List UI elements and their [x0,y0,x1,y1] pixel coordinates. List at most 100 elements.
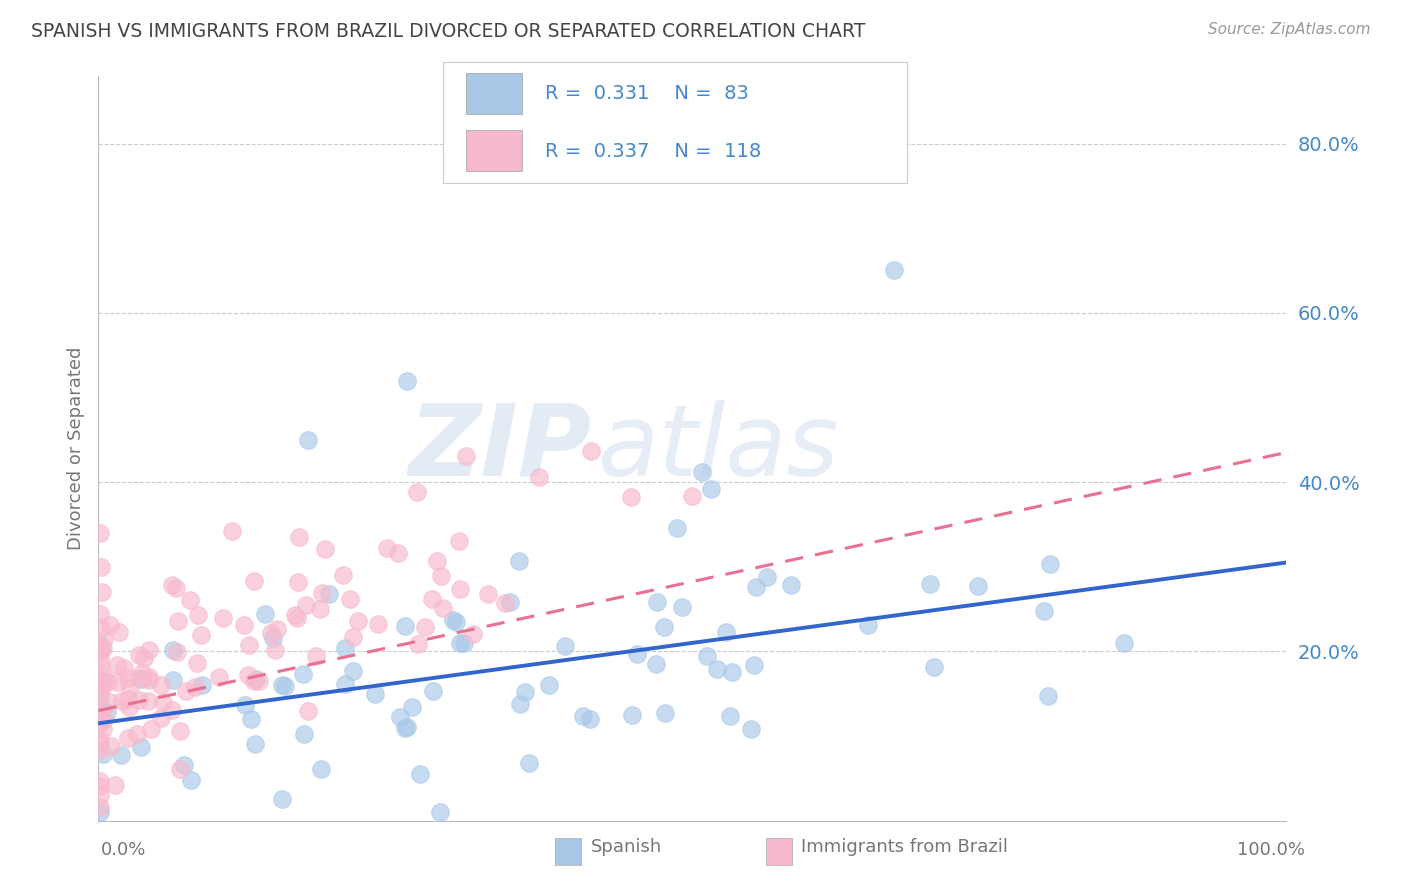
Point [515,685,537,699]
Point [90,621,112,635]
Point [165,581,187,595]
Point [395,374,418,388]
Point [243,737,266,751]
Point [187,607,209,622]
Point [89,716,111,731]
Point [90,709,112,723]
Point [190,628,212,642]
Point [136,693,159,707]
Point [284,607,307,622]
Text: Spanish: Spanish [591,838,662,855]
Point [420,592,443,607]
Point [446,615,468,630]
Point [89,682,111,697]
Point [367,616,389,631]
Point [89,525,111,540]
Point [422,684,444,698]
Point [91,747,114,761]
Point [690,465,713,479]
Point [620,707,643,722]
Point [238,667,260,681]
Point [90,702,112,716]
Point [1036,689,1059,703]
Point [174,683,197,698]
Point [89,789,111,803]
Y-axis label: Divorced or Separated: Divorced or Separated [66,347,84,549]
Point [430,569,453,583]
Text: Source: ZipAtlas.com: Source: ZipAtlas.com [1208,22,1371,37]
Point [721,665,744,680]
Point [499,594,522,608]
Point [339,591,361,606]
Point [718,709,741,723]
Point [449,635,471,649]
Point [579,712,602,726]
Point [112,661,135,675]
Point [89,673,111,687]
Point [208,670,231,684]
Point [89,805,111,820]
Point [262,631,284,645]
Text: SPANISH VS IMMIGRANTS FROM BRAZIL DIVORCED OR SEPARATED CORRELATION CHART: SPANISH VS IMMIGRANTS FROM BRAZIL DIVORC… [31,22,865,41]
Point [966,579,988,593]
Point [90,643,112,657]
Point [333,677,356,691]
Point [645,594,668,608]
Point [780,578,803,592]
Point [128,693,150,707]
Point [96,705,118,719]
Point [128,671,150,685]
Point [652,620,675,634]
Point [308,602,330,616]
Point [160,578,183,592]
Point [260,625,283,640]
Point [342,664,364,678]
Point [141,722,163,736]
Point [134,650,156,665]
Point [91,723,114,737]
Text: atlas: atlas [598,400,839,497]
Point [620,491,643,505]
Point [149,678,172,692]
Point [117,692,139,706]
Point [129,739,152,754]
Point [755,570,778,584]
Point [91,641,114,656]
Point [311,586,333,600]
Point [221,524,243,539]
Text: ZIP: ZIP [409,400,592,497]
Point [89,733,111,747]
Point [98,618,121,632]
Point [696,649,718,664]
Point [920,576,942,591]
Point [128,648,150,663]
Point [401,699,423,714]
Point [162,703,184,717]
Point [394,721,416,735]
Point [166,645,188,659]
Point [90,585,112,599]
Point [107,674,129,689]
Point [173,758,195,772]
Point [91,673,114,688]
Point [89,691,111,706]
Point [253,607,276,622]
Point [744,581,766,595]
Point [554,640,576,654]
Point [91,669,114,683]
Text: Immigrants from Brazil: Immigrants from Brazil [801,838,1008,855]
Point [287,530,309,544]
Point [1039,558,1062,572]
Point [1112,636,1135,650]
Point [98,695,121,709]
Point [537,678,560,692]
Point [105,658,128,673]
Point [89,779,111,793]
Point [287,574,309,589]
Point [441,613,464,627]
Point [274,679,297,693]
Point [671,599,693,614]
Point [463,627,485,641]
Point [104,778,127,792]
Point [162,673,184,687]
